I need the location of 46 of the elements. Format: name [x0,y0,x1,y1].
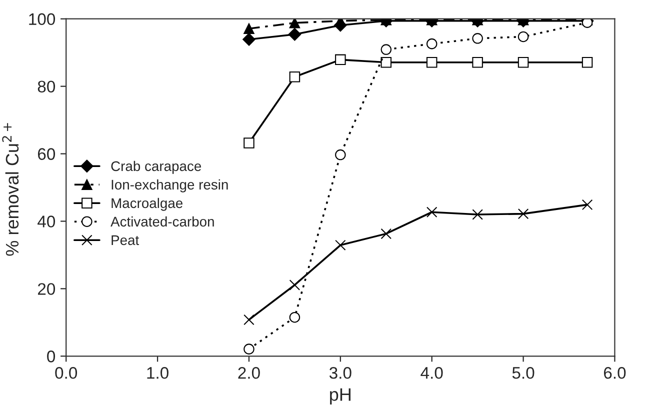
point [289,312,300,323]
y-tick-label: 60 [38,148,56,160]
point [582,199,593,210]
point [380,44,392,55]
point [518,31,529,42]
point [472,33,483,44]
x-axis-title: pH [330,388,350,404]
point [380,56,392,68]
point [472,56,483,68]
legend-label: Crab carapace [111,160,202,174]
x-tick-label: 3.0 [329,367,352,379]
point [289,71,300,82]
x-tick-label: 0.0 [55,367,78,379]
point [244,314,254,326]
point [244,138,254,148]
x-tick-label: 4.0 [420,367,443,379]
y-axis-title: % removal Cu$^{2+}$ [2,123,19,256]
point [288,28,302,41]
legend-label: Peat [112,235,140,246]
point [426,206,438,218]
x-tick-label: 2.0 [238,367,260,379]
point [335,54,346,66]
point [242,33,256,46]
point [380,228,392,240]
point [582,56,593,68]
point [426,56,438,68]
legend-label: Activated-carbon [110,216,214,227]
x-tick-label: 6.0 [604,367,626,379]
point [518,208,529,220]
point [426,38,438,50]
point [472,209,483,220]
y-tick-label: 80 [38,80,56,93]
point [244,344,254,354]
point [335,240,346,251]
y-tick-label: 0 [47,350,56,362]
x-tick-label: 5.0 [512,367,534,379]
y-tick-label: 100 [29,13,56,26]
y-tick-label: 20 [38,283,56,295]
point [289,18,300,28]
legend-label: Ion-exchange resin [112,179,228,192]
point [518,56,529,68]
y-tick-label: 40 [38,216,56,228]
point [244,23,254,34]
legend-label: Macroalgae [112,198,182,211]
point [335,149,346,160]
x-tick-label: 1.0 [147,367,168,379]
